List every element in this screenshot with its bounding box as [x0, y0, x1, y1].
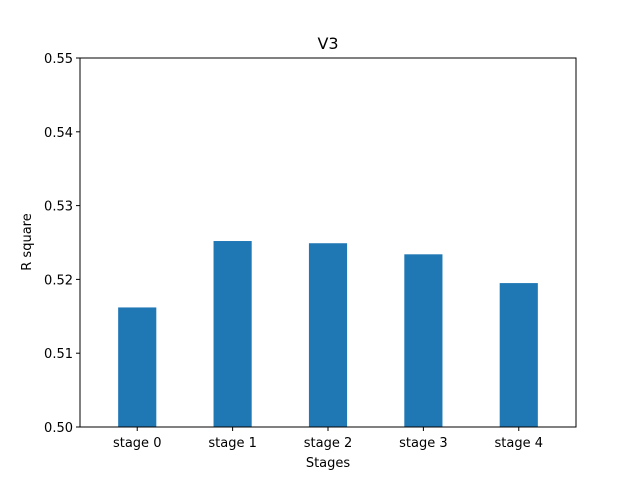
x-tick-label-0: stage 0 — [113, 436, 162, 451]
x-tick-label-2: stage 2 — [304, 436, 353, 451]
y-tick-label-4: 0.54 — [44, 126, 73, 141]
y-tick-label-0: 0.50 — [44, 421, 73, 436]
bar-4 — [499, 283, 538, 427]
y-tick-label-5: 0.55 — [44, 52, 73, 67]
bars-group — [118, 241, 538, 427]
y-axis: 0.50 0.51 0.52 0.53 0.54 0.55 — [44, 52, 80, 436]
bar-3 — [404, 254, 443, 427]
bar-0 — [118, 307, 157, 427]
x-tick-label-1: stage 1 — [208, 436, 257, 451]
y-tick-label-2: 0.52 — [44, 273, 73, 288]
bar-2 — [308, 243, 348, 427]
x-axis-label: Stages — [306, 456, 351, 471]
y-tick-label-1: 0.51 — [44, 347, 73, 362]
x-tick-label-3: stage 3 — [399, 436, 448, 451]
x-axis: stage 0 stage 1 stage 2 stage 3 stage 4 — [113, 427, 543, 451]
y-tick-label-3: 0.53 — [44, 200, 73, 215]
chart-title: V3 — [317, 34, 338, 53]
x-tick-label-4: stage 4 — [495, 436, 544, 451]
bar-1 — [213, 241, 252, 427]
y-axis-label: R square — [20, 213, 35, 270]
